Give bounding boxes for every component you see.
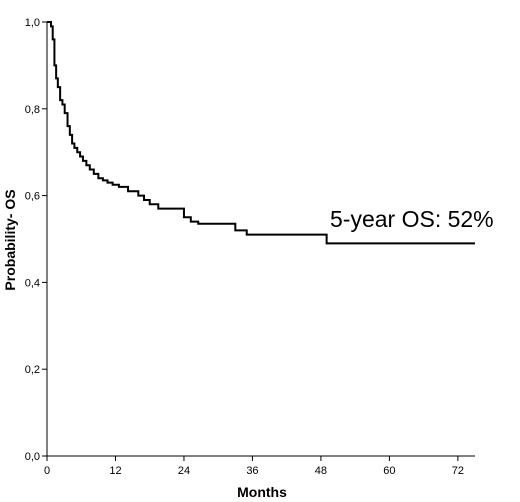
y-tick-label: 0,0 — [25, 451, 40, 463]
x-tick-label: 48 — [315, 465, 327, 477]
plot-area: 0,0 0,2 0,4 0,6 0,8 1,0 0 12 24 36 48 60 72 — [25, 17, 475, 477]
annotation-5yr-os: 5-year OS: 52% — [330, 206, 494, 232]
y-tick-label: 0,4 — [25, 277, 40, 289]
x-tick-label: 60 — [383, 465, 395, 477]
x-axis-title: Months — [237, 484, 287, 500]
x-tick-label: 0 — [44, 465, 50, 477]
survival-curve — [47, 21, 475, 245]
x-tick-label: 24 — [178, 465, 190, 477]
x-tick-label: 72 — [452, 465, 464, 477]
x-tick-label: 36 — [246, 465, 258, 477]
y-tick-label: 0,6 — [25, 191, 40, 203]
x-tick-label: 12 — [109, 465, 121, 477]
y-tick-label: 0,8 — [25, 104, 40, 116]
y-tick-label: 0,2 — [25, 364, 40, 376]
y-axis-title: Probability- OS — [2, 189, 18, 290]
y-tick-label: 1,0 — [25, 17, 40, 29]
